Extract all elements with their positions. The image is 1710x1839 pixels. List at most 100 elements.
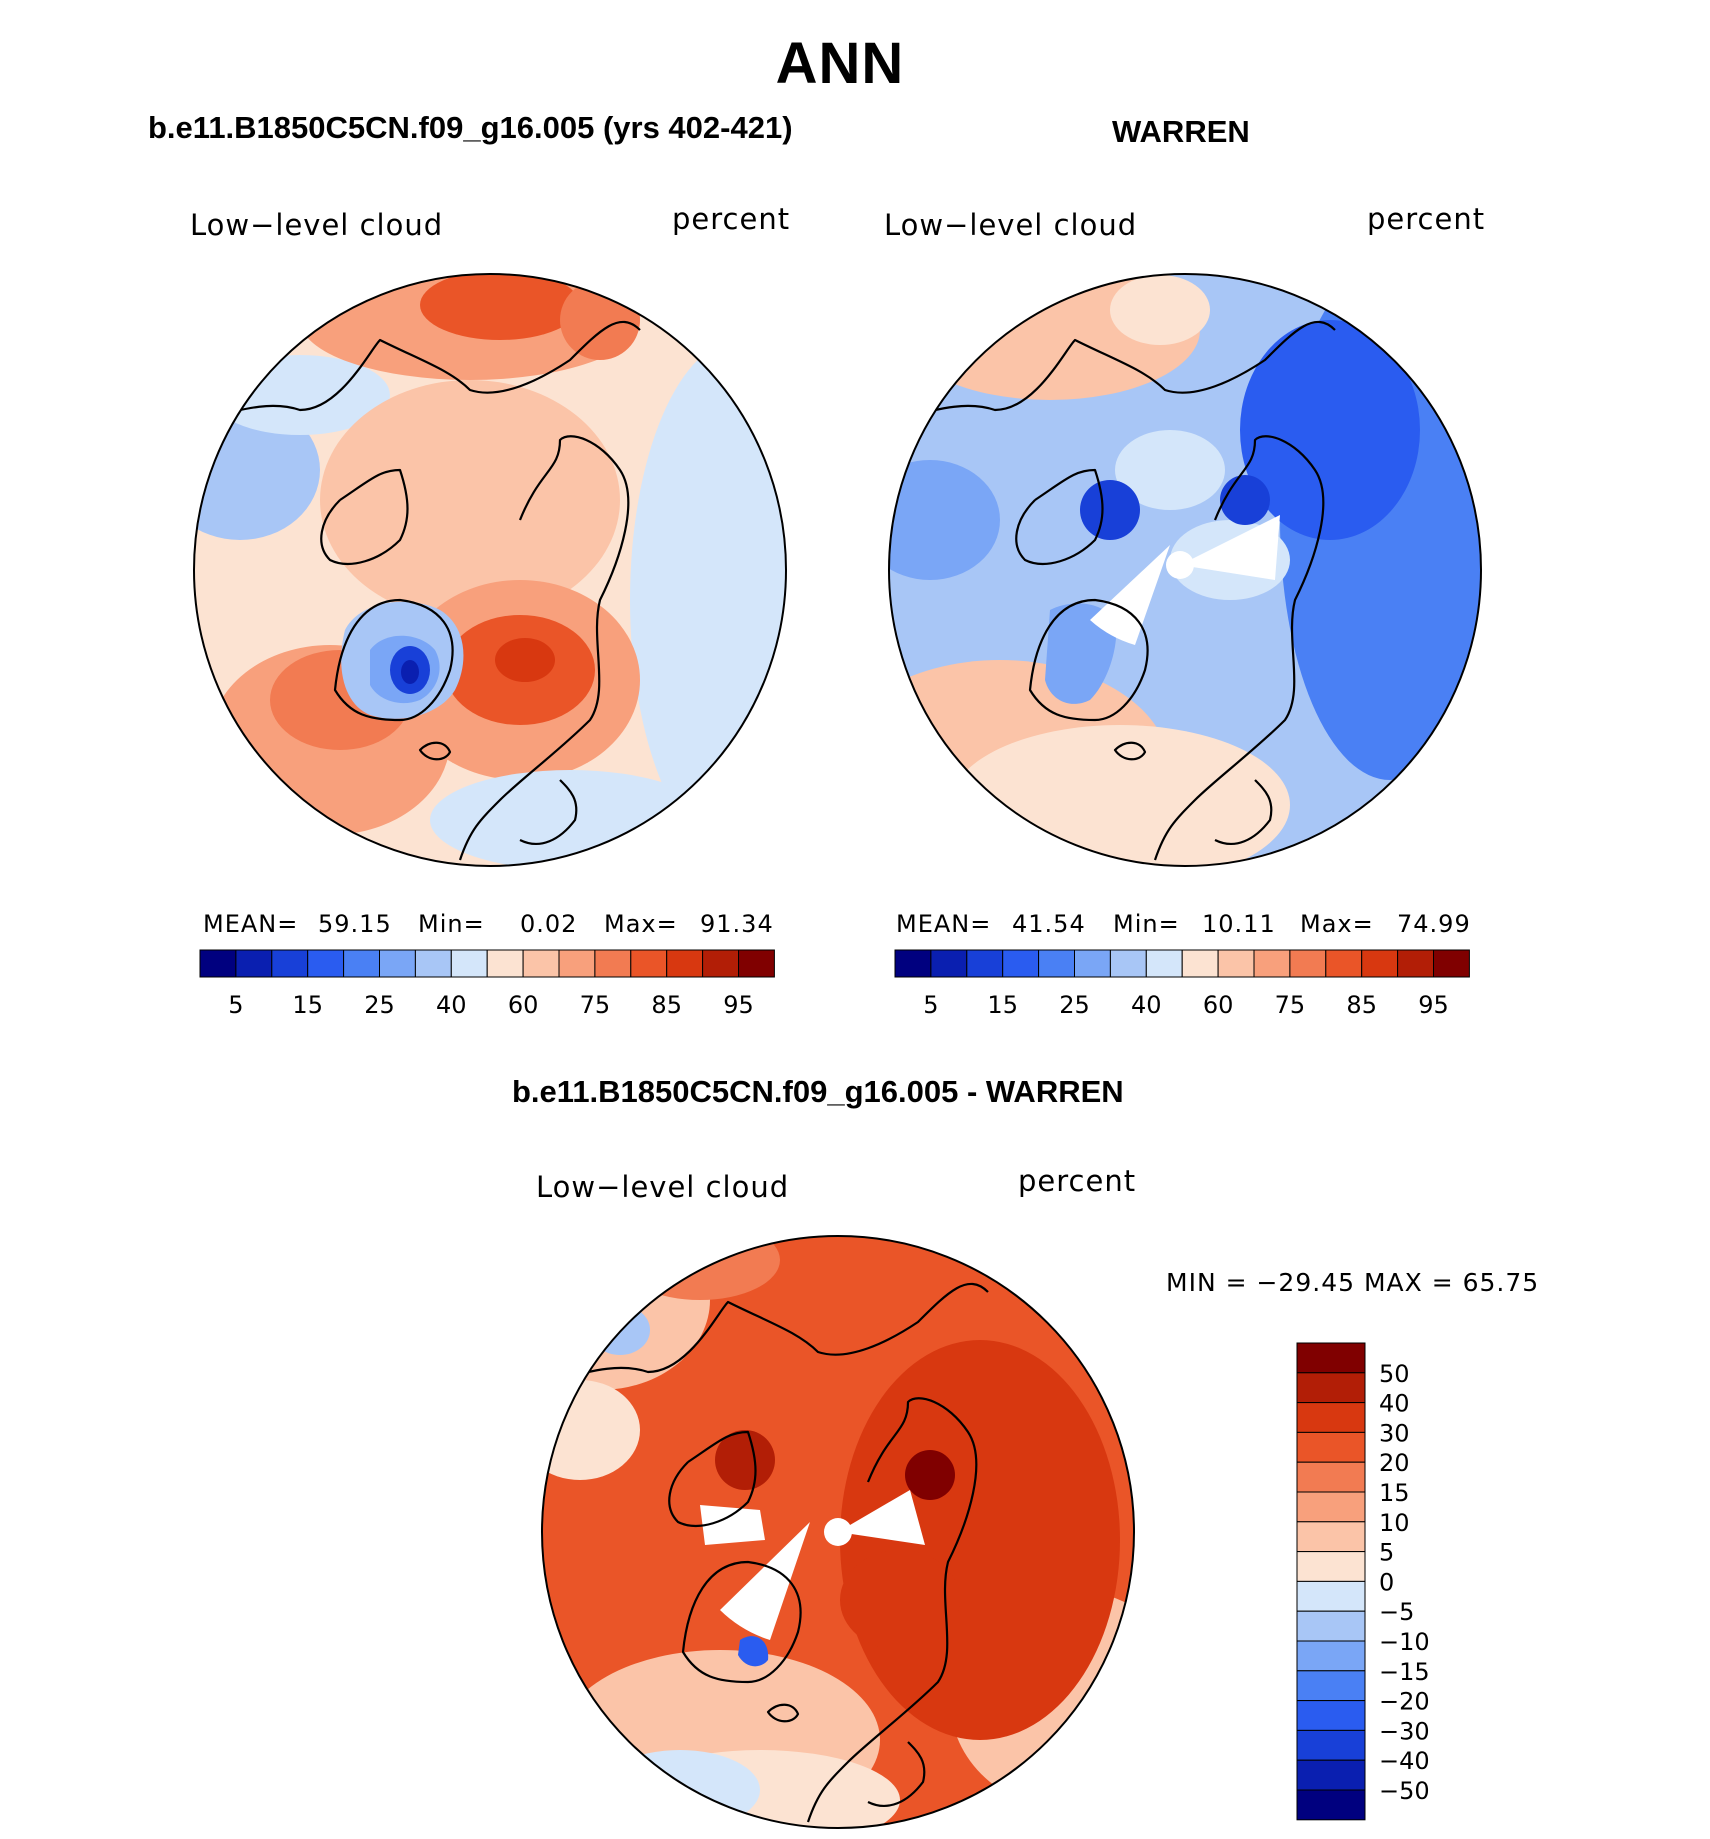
map1-colorbar-tick-label: 60 (508, 991, 539, 1019)
map2-colorbar-swatch (1397, 949, 1434, 978)
map2-colorbar-tick-label: 40 (1131, 991, 1162, 1019)
map2-colorbar-swatch (894, 949, 932, 978)
map2-colorbar-swatch (1253, 949, 1291, 978)
panel2-units-label: percent (1367, 202, 1486, 236)
map3-colorbar-swatch (1296, 1670, 1366, 1702)
panel2-mean-value: 41.54 (1012, 910, 1086, 938)
map3-colorbar-swatch (1296, 1700, 1366, 1731)
map3-colorbar-swatch (1296, 1551, 1366, 1582)
map1-colorbar-swatch (522, 949, 560, 978)
map3-colorbar-swatch (1296, 1789, 1366, 1821)
map1-colorbar-tick-label: 75 (580, 991, 611, 1019)
map3-colorbar-tick-label: −30 (1379, 1717, 1430, 1745)
map1-colorbar: 5 15 25 40 60 75 85 95 (199, 949, 775, 1019)
map1-colorbar-swatch (343, 949, 381, 978)
map1-colorbar-tick-label: 5 (228, 991, 243, 1019)
map3-colorbar-tick-label: 40 (1379, 1390, 1410, 1418)
map3-colorbar-tick-label: 15 (1379, 1479, 1410, 1507)
map2-coastlines (894, 320, 1336, 861)
map1-colorbar-tick-label: 40 (436, 991, 467, 1019)
panel2-max-label: Max= (1300, 910, 1374, 938)
panel1-min-value: 0.02 (520, 910, 578, 938)
map1-colorbar-swatch (199, 949, 237, 978)
map2-colorbar-swatch (1361, 949, 1399, 978)
panel1-case-title: b.e11.B1850C5CN.f09_g16.005 (yrs 402-421… (148, 110, 793, 145)
panel2-variable-label: Low−level cloud (884, 208, 1138, 242)
map3-colorbar-swatch (1296, 1640, 1366, 1672)
map2-colorbar-tick-label: 15 (987, 991, 1018, 1019)
map1-colorbar-swatch (414, 949, 452, 978)
map1-colorbar-swatch (630, 949, 668, 978)
panel1-mean-value: 59.15 (318, 910, 392, 938)
map3-coastlines (547, 1282, 989, 1823)
map3-colorbar-swatch (1296, 1491, 1366, 1523)
panel3-minmax-stats: MIN = −29.45 MAX = 65.75 (1166, 1268, 1540, 1297)
map1-colorbar-swatch (307, 949, 345, 978)
panel3-case-title: b.e11.B1850C5CN.f09_g16.005 - WARREN (512, 1074, 1124, 1109)
panel1-mean-label: MEAN= (203, 910, 299, 938)
map1-border (193, 273, 787, 867)
map1-colorbar-swatch (379, 949, 416, 978)
map3-colorbar-swatch (1296, 1729, 1366, 1761)
map1-colorbar-swatch (558, 949, 596, 978)
map2-colorbar-tick-label: 85 (1346, 991, 1377, 1019)
map1-colorbar-tick-label: 85 (651, 991, 682, 1019)
panel3-variable-label: Low−level cloud (536, 1170, 790, 1204)
map2-colorbar-swatch (1289, 949, 1327, 978)
map3-colorbar-swatch (1296, 1402, 1366, 1433)
map3-colorbar-swatch (1296, 1461, 1366, 1493)
map3-colorbar-swatch (1296, 1521, 1366, 1553)
map2-colorbar-tick-label: 95 (1418, 991, 1449, 1019)
map2-colorbar-swatch (930, 949, 968, 978)
map3-colorbar-tick-label: −20 (1379, 1688, 1430, 1716)
map3-border (541, 1235, 1135, 1829)
map3-colorbar-tick-label: −50 (1379, 1777, 1430, 1805)
map3-colorbar-tick-label: 10 (1379, 1509, 1410, 1537)
map1-colorbar-tick-label: 25 (364, 991, 395, 1019)
panel2-case-title: WARREN (1112, 114, 1250, 149)
map2-border (888, 273, 1482, 867)
map3-field (542, 1236, 1134, 1828)
map2-colorbar-tick-label: 75 (1275, 991, 1306, 1019)
map1-colorbar-swatch (594, 949, 632, 978)
map2-colorbar-swatch (1325, 949, 1363, 978)
map1-coastlines (199, 320, 641, 861)
map3-colorbar-tick-label: 30 (1379, 1419, 1410, 1447)
map3-colorbar-tick-label: 50 (1379, 1360, 1410, 1388)
map3-colorbar-tick-label: −5 (1379, 1598, 1414, 1626)
map1-colorbar-swatch (235, 949, 273, 978)
map2-colorbar: 5 15 25 40 60 75 85 95 (894, 949, 1470, 1019)
panel2-min-label: Min= (1113, 910, 1180, 938)
panel3-units-label: percent (1018, 1164, 1137, 1198)
map1-colorbar-swatch (450, 949, 488, 978)
map1-colorbar-swatch (702, 949, 739, 978)
map1-colorbar-swatch (738, 949, 775, 978)
map1-colorbar-tick-label: 95 (723, 991, 754, 1019)
map3-colorbar-tick-label: 5 (1379, 1539, 1394, 1567)
panel1-units-label: percent (672, 202, 791, 236)
map1-field (194, 274, 786, 866)
map1-colorbar-swatch (271, 949, 309, 978)
panel1-variable-label: Low−level cloud (190, 208, 444, 242)
panel1-max-label: Max= (604, 910, 678, 938)
figure-title: ANN (775, 31, 905, 96)
map2-colorbar-swatch (1181, 949, 1219, 978)
map3-colorbar-tick-label: −15 (1379, 1658, 1430, 1686)
map1-colorbar-tick-label: 15 (292, 991, 323, 1019)
map2-colorbar-tick-label: 5 (923, 991, 938, 1019)
map3-colorbar-swatch (1296, 1342, 1366, 1374)
map3-colorbar-swatch (1296, 1431, 1366, 1463)
map1-colorbar-swatch (486, 949, 524, 978)
map2-field (889, 274, 1481, 866)
map3-colorbar-tick-label: −40 (1379, 1747, 1430, 1775)
map3-colorbar-swatch (1296, 1610, 1366, 1642)
map3-colorbar-swatch (1296, 1580, 1366, 1612)
map2-colorbar-swatch (1145, 949, 1183, 978)
map3-colorbar-swatch (1296, 1759, 1366, 1791)
panel2-mean-label: MEAN= (896, 910, 992, 938)
map2-colorbar-tick-label: 25 (1059, 991, 1090, 1019)
map1-colorbar-swatch (666, 949, 704, 978)
map2-colorbar-swatch (1217, 949, 1255, 978)
